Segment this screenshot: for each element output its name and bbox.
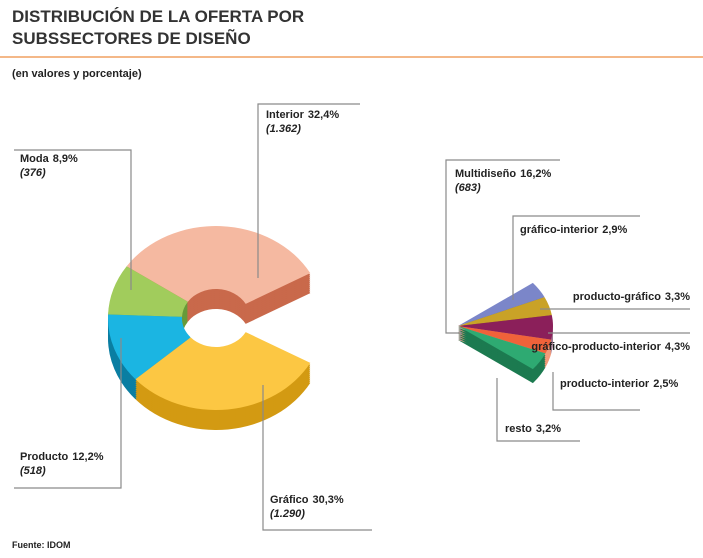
- slice-count-label: (1.290): [270, 508, 305, 520]
- slice-value-label: 3,2%: [536, 423, 561, 435]
- slice: [107, 314, 191, 380]
- slice: [458, 315, 554, 340]
- slice: [135, 332, 311, 410]
- chart-title: DISTRIBUCIÓN DE LA OFERTA POR: [12, 7, 304, 26]
- slice-label: Producto 12,2%: [20, 451, 104, 463]
- slice-value-label: 16,2%: [520, 168, 551, 180]
- slice: [458, 326, 546, 370]
- slice-count-label: (376): [20, 167, 46, 179]
- slice-name: producto-interior: [560, 378, 650, 390]
- slice-value-label: 30,3%: [313, 494, 344, 506]
- slice-value-label: 3,3%: [665, 291, 690, 303]
- slice-name: Gráfico: [270, 494, 309, 506]
- slice-label: resto 3,2%: [505, 423, 561, 435]
- slice-name: gráfico-interior: [520, 224, 599, 236]
- slice-value-label: 4,3%: [665, 341, 690, 353]
- slice-count-label: (683): [455, 182, 481, 194]
- leader-line: [14, 338, 122, 489]
- chart-title: SUBSSECTORES DE DISEÑO: [12, 28, 251, 48]
- slice-label: gráfico-producto-interior 4,3%: [531, 341, 690, 353]
- slice-value-label: 2,9%: [602, 224, 627, 236]
- leader-line: [512, 215, 640, 300]
- slice-label: Interior 32,4%: [266, 109, 339, 121]
- subtitle: (en valores y porcentaje): [12, 68, 142, 80]
- slice: [126, 226, 311, 304]
- slice-value-label: 8,9%: [53, 153, 78, 165]
- leader-line: [262, 385, 372, 531]
- slice-label: gráfico-interior 2,9%: [520, 224, 628, 236]
- slice-name: Producto: [20, 451, 69, 463]
- slice-name: Moda: [20, 153, 50, 165]
- slice-label: Gráfico 30,3%: [270, 494, 344, 506]
- breakout-pie: [458, 282, 554, 384]
- leader-line: [14, 149, 132, 290]
- slice-label: Moda 8,9%: [20, 153, 78, 165]
- leader-line: [552, 372, 640, 411]
- slice: [458, 297, 552, 326]
- slice-count-label: (518): [20, 465, 46, 477]
- slice: [108, 266, 188, 317]
- slice-label: producto-gráfico 3,3%: [573, 291, 690, 303]
- slice-name: Interior: [266, 109, 305, 121]
- slice-name: resto: [505, 423, 532, 435]
- leader-line: [496, 378, 580, 442]
- slice-name: Multidiseño: [455, 168, 516, 180]
- slice-label: producto-interior 2,5%: [560, 378, 679, 390]
- leader-line: [445, 159, 560, 334]
- slice-value-label: 12,2%: [72, 451, 103, 463]
- source: Fuente: IDOM: [12, 540, 71, 550]
- slice-value-label: 32,4%: [308, 109, 339, 121]
- slice: [458, 326, 552, 354]
- slice-count-label: (1.362): [266, 123, 301, 135]
- slice-name: producto-gráfico: [573, 291, 661, 303]
- slice: [458, 282, 545, 326]
- slice-label: Multidiseño 16,2%: [455, 168, 552, 180]
- slice-value-label: 2,5%: [653, 378, 678, 390]
- slice-name: gráfico-producto-interior: [531, 341, 661, 353]
- leader-line: [257, 103, 360, 278]
